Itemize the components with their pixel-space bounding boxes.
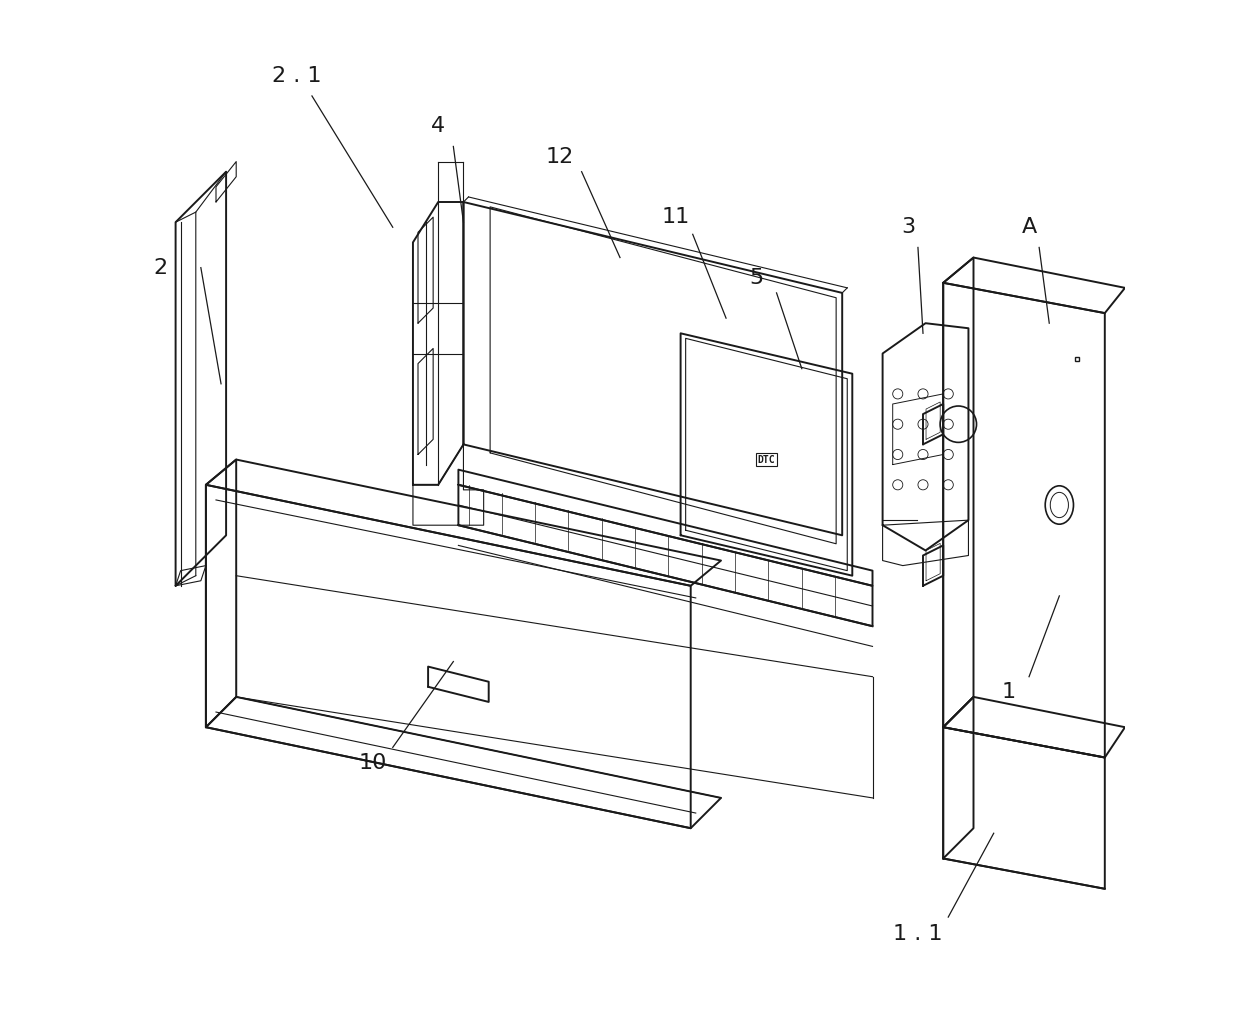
Text: 10: 10 (358, 752, 387, 773)
Text: 5: 5 (749, 268, 764, 288)
Text: 1 . 1: 1 . 1 (893, 924, 942, 944)
Text: 11: 11 (661, 207, 689, 227)
Text: DTC: DTC (758, 454, 775, 465)
Text: 1: 1 (1002, 682, 1016, 702)
Text: 12: 12 (546, 146, 574, 167)
Text: A: A (1022, 217, 1037, 237)
Text: 3: 3 (900, 217, 915, 237)
Text: 2 . 1: 2 . 1 (272, 66, 321, 86)
Text: 4: 4 (432, 116, 445, 136)
Text: 2: 2 (154, 258, 167, 278)
